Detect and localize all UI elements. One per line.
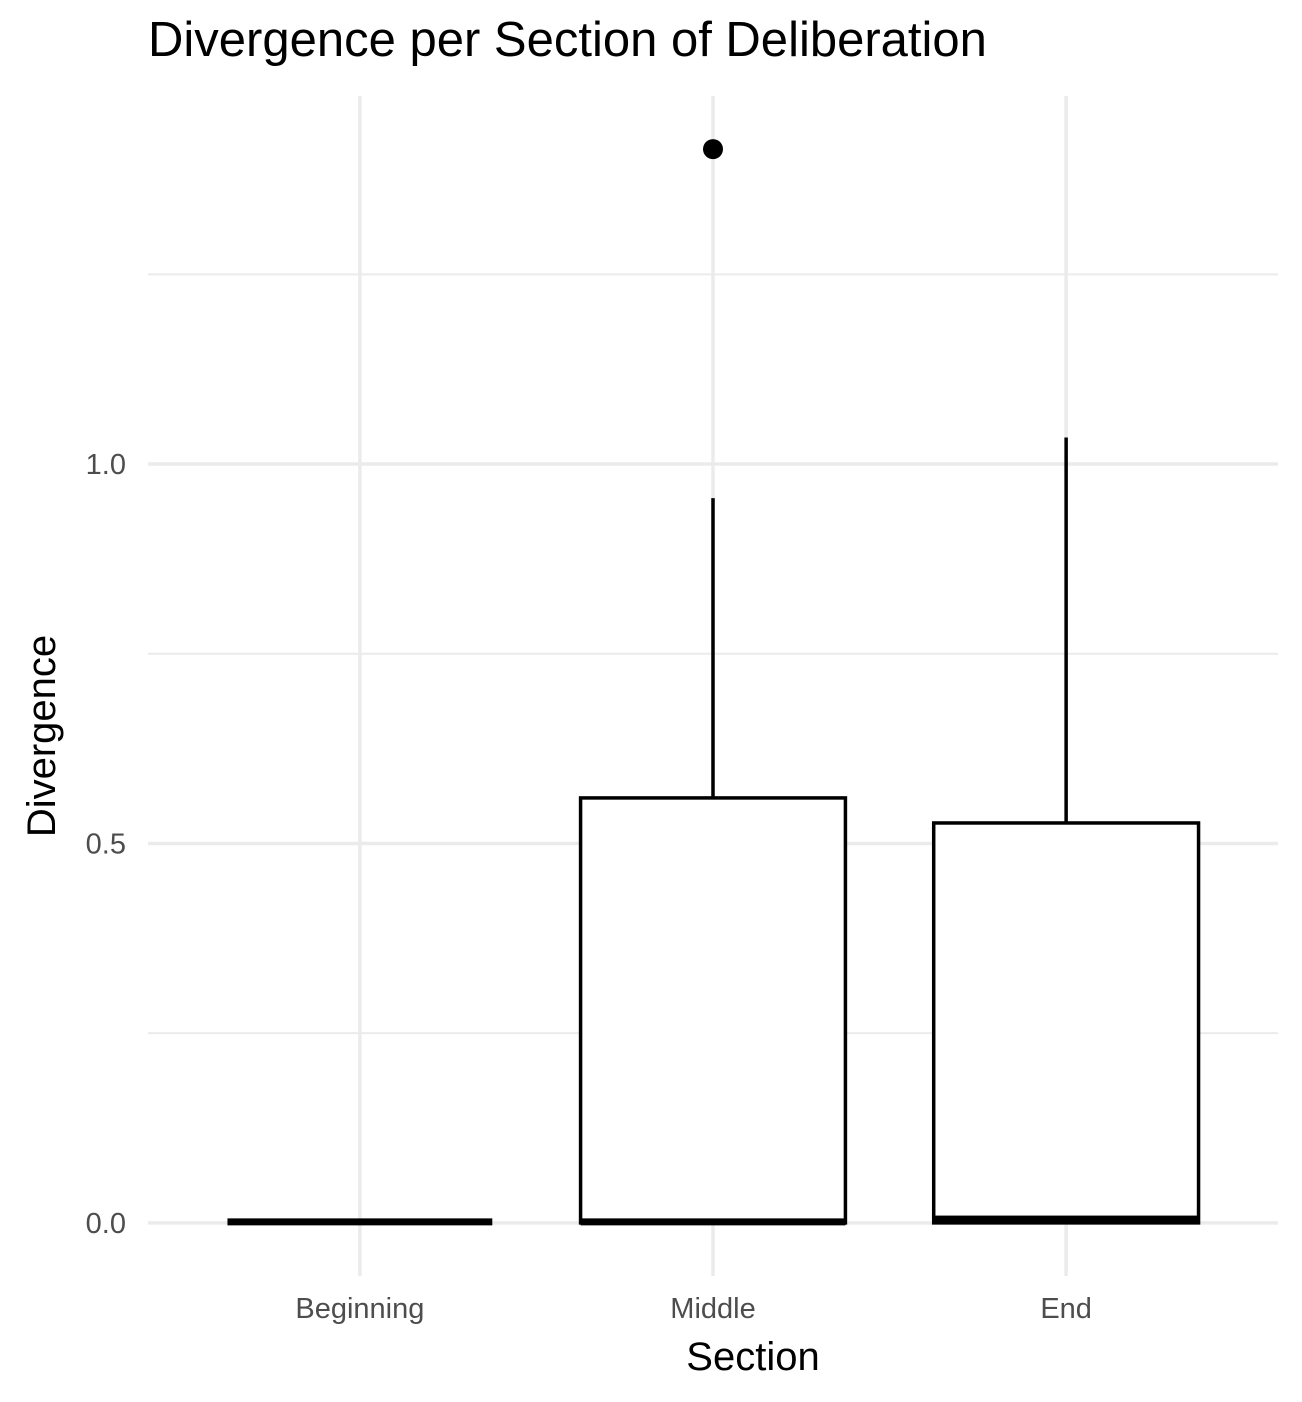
box-end [931, 437, 1201, 1225]
x-tick-label: End [1040, 1293, 1092, 1325]
x-tick-label: Middle [670, 1293, 755, 1325]
box-body [578, 796, 848, 1225]
tick-layer: 0.0 0.5 1.0 Beginning Middle End [86, 449, 1092, 1325]
median-line [933, 1215, 1199, 1223]
x-tick-label: Beginning [295, 1293, 424, 1325]
y-tick-label: 0.5 [86, 828, 126, 860]
box-layer [227, 139, 1201, 1226]
y-axis-title: Divergence [20, 635, 64, 837]
chart-title: Divergence per Section of Deliberation [148, 13, 987, 67]
x-axis-title: Section [686, 1335, 819, 1379]
y-tick-label: 1.0 [86, 449, 126, 481]
outlier-point [703, 139, 723, 160]
y-tick-label: 0.0 [86, 1208, 126, 1240]
box-middle [578, 139, 848, 1226]
box-body [931, 821, 1201, 1225]
